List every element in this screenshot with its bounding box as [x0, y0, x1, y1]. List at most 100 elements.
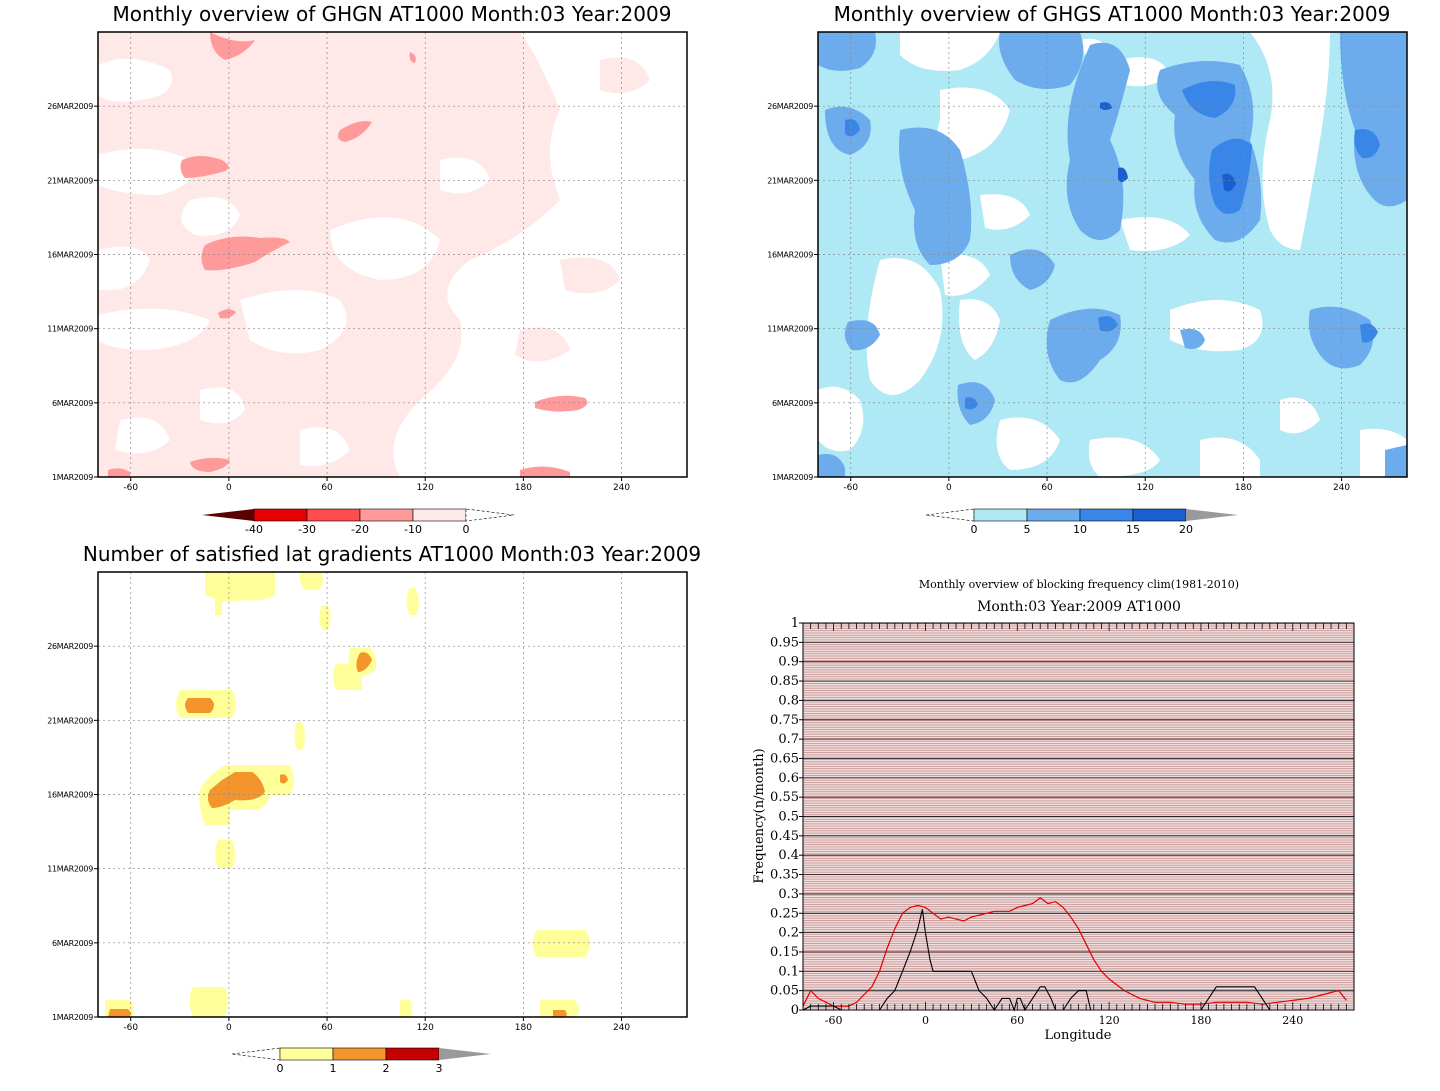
colorbar-a-high-arrow	[465, 508, 515, 522]
y-tick-label: 26MAR2009	[47, 102, 93, 111]
panel-ghgn-grid	[98, 32, 687, 477]
y-tick-label: 6MAR2009	[772, 399, 813, 408]
freq-y-tick-label: 0.7	[778, 732, 799, 747]
colorbar-c-bin	[332, 1047, 387, 1061]
y-tick-label: 11MAR2009	[767, 325, 813, 334]
x-tick-label: 240	[613, 483, 630, 493]
freq-y-tick-label: 0.9	[778, 655, 799, 670]
colorbar-c-high-arrow	[439, 1048, 491, 1060]
x-tick-label: 60	[1041, 483, 1053, 493]
colorbar-a-bin	[412, 508, 467, 522]
freq-x-tick-label: 60	[1010, 1014, 1024, 1027]
y-tick-label: 21MAR2009	[767, 176, 813, 185]
climatology-series-line	[802, 897, 1347, 1007]
freq-y-tick-label: 0.55	[770, 790, 799, 805]
colorbar-b-bin	[1132, 508, 1187, 522]
colorbar-c-low-arrow	[231, 1047, 281, 1061]
colorbar-a-label: 0	[463, 523, 470, 536]
panel-gradients-contours	[105, 572, 590, 1017]
panel-frequency-xlabel: Longitude	[1045, 1028, 1112, 1043]
y-tick-label: 6MAR2009	[52, 399, 93, 408]
colorbar-c-label: 2	[383, 1062, 390, 1075]
panel-ghgs: Monthly overview of GHGS AT1000 Month:03…	[767, 2, 1408, 536]
x-tick-label: 120	[417, 483, 434, 493]
colorbar-b-low-arrow	[925, 508, 975, 522]
colorbar-c-label: 0	[277, 1062, 284, 1075]
panel-ghgs-title: Monthly overview of GHGS AT1000 Month:03…	[834, 2, 1391, 26]
freq-y-tick-label: 1	[791, 616, 799, 631]
panel-frequency-axes: 0 0.05 0.1 0.15 0.2 0.25 0.3 0.35 0.4 0.45 0.5 0.55…	[770, 616, 1347, 1027]
x-tick-label: 0	[946, 483, 952, 493]
colorbar-b-bin	[1026, 508, 1081, 522]
freq-y-tick-label: 0.6	[778, 771, 799, 786]
y-tick-label: 16MAR2009	[47, 791, 93, 800]
y-tick-label: 1MAR2009	[52, 473, 93, 482]
panel-frequency-title: Monthly overview of blocking frequency c…	[919, 578, 1239, 591]
colorbar-c-label: 3	[436, 1062, 443, 1075]
freq-y-tick-label: 0.05	[770, 984, 799, 999]
y-tick-label: 1MAR2009	[52, 1013, 93, 1022]
y-tick-label: 26MAR2009	[47, 642, 93, 651]
panel-gradients: Number of satisfied lat gradients AT1000…	[47, 542, 701, 1075]
x-tick-label: -60	[843, 483, 858, 493]
freq-y-tick-label: 0.35	[770, 868, 799, 883]
colorbar-b-bin	[1079, 508, 1134, 522]
y-tick-label: 21MAR2009	[47, 176, 93, 185]
y-tick-label: 11MAR2009	[47, 865, 93, 874]
x-tick-label: 180	[515, 1023, 532, 1033]
panel-ghgs-axes: -60 0 60 120 180 240 1MAR2009 6MAR2009 11MAR2009…	[767, 102, 1350, 493]
colorbar-b-label: 5	[1024, 523, 1031, 536]
y-tick-label: 16MAR2009	[767, 251, 813, 260]
colorbar-c-label: 1	[330, 1062, 337, 1075]
freq-y-tick-label: 0.15	[770, 945, 799, 960]
y-tick-label: 1MAR2009	[772, 473, 813, 482]
panel-gradients-colorbar: 0 1 2 3	[231, 1047, 491, 1075]
colorbar-a-label: -30	[298, 523, 316, 536]
freq-x-tick-label: -60	[825, 1014, 843, 1027]
x-tick-label: 180	[515, 483, 532, 493]
freq-y-tick-label: 0.25	[770, 906, 799, 921]
panel-ghgn-axes: -60 0 60 120 180 240 1MAR2009 6MAR2009 11MAR2009…	[47, 102, 630, 493]
colorbar-a-label: -10	[404, 523, 422, 536]
colorbar-b-label: 0	[971, 523, 978, 536]
freq-y-tick-label: 0.85	[770, 674, 799, 689]
panel-frequency-gridlines	[803, 641, 1354, 992]
freq-x-tick-label: 240	[1282, 1014, 1303, 1027]
y-tick-label: 16MAR2009	[47, 251, 93, 260]
panel-ghgs-contours	[818, 32, 1407, 477]
freq-y-tick-label: 0.1	[778, 964, 799, 979]
panel-ghgn-colorbar: -40 -30 -20 -10 0	[202, 508, 515, 536]
x-tick-label: 0	[226, 1023, 232, 1033]
x-tick-label: 0	[226, 483, 232, 493]
freq-y-tick-label: 0.95	[770, 635, 799, 650]
colorbar-b-label: 15	[1126, 523, 1140, 536]
freq-y-tick-label: 0.3	[778, 887, 799, 902]
panel-gradients-title: Number of satisfied lat gradients AT1000…	[83, 542, 701, 566]
freq-y-tick-label: 0.2	[778, 926, 799, 941]
panel-ghgs-grid	[818, 32, 1407, 477]
x-tick-label: 60	[321, 483, 333, 493]
colorbar-b-label: 20	[1179, 523, 1193, 536]
x-tick-label: 60	[321, 1023, 333, 1033]
panel-gradients-grid	[98, 572, 687, 1017]
x-tick-label: 240	[1333, 483, 1350, 493]
y-tick-label: 6MAR2009	[52, 939, 93, 948]
freq-x-tick-label: 180	[1190, 1014, 1211, 1027]
colorbar-a-bin	[253, 508, 308, 522]
panel-frequency-ylabel: Frequency(n/month)	[752, 748, 767, 883]
y-tick-label: 26MAR2009	[767, 102, 813, 111]
colorbar-b-high-arrow	[1186, 509, 1238, 521]
colorbar-b-label: 10	[1073, 523, 1087, 536]
x-tick-label: 180	[1235, 483, 1252, 493]
x-tick-label: 120	[417, 1023, 434, 1033]
y-tick-label: 21MAR2009	[47, 716, 93, 725]
freq-y-tick-label: 0.5	[778, 810, 799, 825]
x-tick-label: 120	[1137, 483, 1154, 493]
panel-ghgn-contours	[98, 32, 687, 477]
x-tick-label: 240	[613, 1023, 630, 1033]
panel-frequency: Monthly overview of blocking frequency c…	[752, 578, 1355, 1043]
x-tick-label: -60	[123, 483, 138, 493]
colorbar-a-label: -20	[351, 523, 369, 536]
freq-x-tick-label: 120	[1099, 1014, 1120, 1027]
freq-y-tick-label: 0.45	[770, 829, 799, 844]
